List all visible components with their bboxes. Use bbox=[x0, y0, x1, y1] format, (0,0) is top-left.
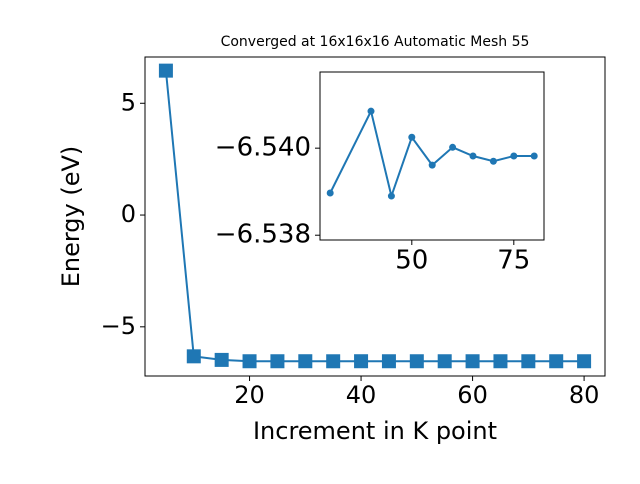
x-tick-label: 40 bbox=[346, 381, 377, 409]
y-tick-label: 5 bbox=[121, 88, 136, 116]
marker bbox=[530, 152, 538, 160]
marker bbox=[409, 354, 424, 369]
marker bbox=[326, 189, 334, 197]
marker bbox=[354, 354, 369, 369]
y-axis-label: Energy (eV) bbox=[57, 146, 85, 288]
y-tick-label: −6.540 bbox=[215, 133, 311, 163]
x-tick-label: 75 bbox=[497, 246, 530, 276]
marker bbox=[489, 157, 497, 165]
marker bbox=[449, 143, 457, 151]
marker bbox=[186, 349, 201, 364]
marker bbox=[214, 352, 229, 367]
marker bbox=[387, 192, 395, 200]
marker bbox=[493, 354, 508, 369]
marker bbox=[408, 133, 416, 141]
marker bbox=[465, 354, 480, 369]
marker bbox=[270, 354, 285, 369]
marker bbox=[510, 152, 518, 160]
marker bbox=[298, 354, 313, 369]
marker bbox=[242, 354, 257, 369]
x-tick-label: 80 bbox=[569, 381, 600, 409]
marker bbox=[549, 354, 564, 369]
y-tick-label: −5 bbox=[101, 312, 136, 340]
marker bbox=[577, 354, 592, 369]
marker bbox=[437, 354, 452, 369]
chart-title: Converged at 16x16x16 Automatic Mesh 55 bbox=[221, 34, 530, 50]
marker bbox=[326, 354, 341, 369]
x-axis-label: Increment in K point bbox=[253, 417, 497, 445]
x-tick-label: 50 bbox=[395, 246, 428, 276]
marker bbox=[367, 107, 375, 115]
marker bbox=[381, 354, 396, 369]
marker bbox=[521, 354, 536, 369]
y-tick-label: 0 bbox=[121, 200, 136, 228]
marker bbox=[158, 63, 173, 78]
data-line bbox=[164, 70, 585, 363]
y-tick-label: −6.538 bbox=[215, 220, 311, 250]
x-tick-label: 60 bbox=[457, 381, 488, 409]
plot-area bbox=[319, 71, 545, 241]
marker bbox=[469, 152, 477, 160]
marker bbox=[428, 161, 436, 169]
x-tick-label: 20 bbox=[234, 381, 265, 409]
data-line bbox=[329, 108, 535, 200]
